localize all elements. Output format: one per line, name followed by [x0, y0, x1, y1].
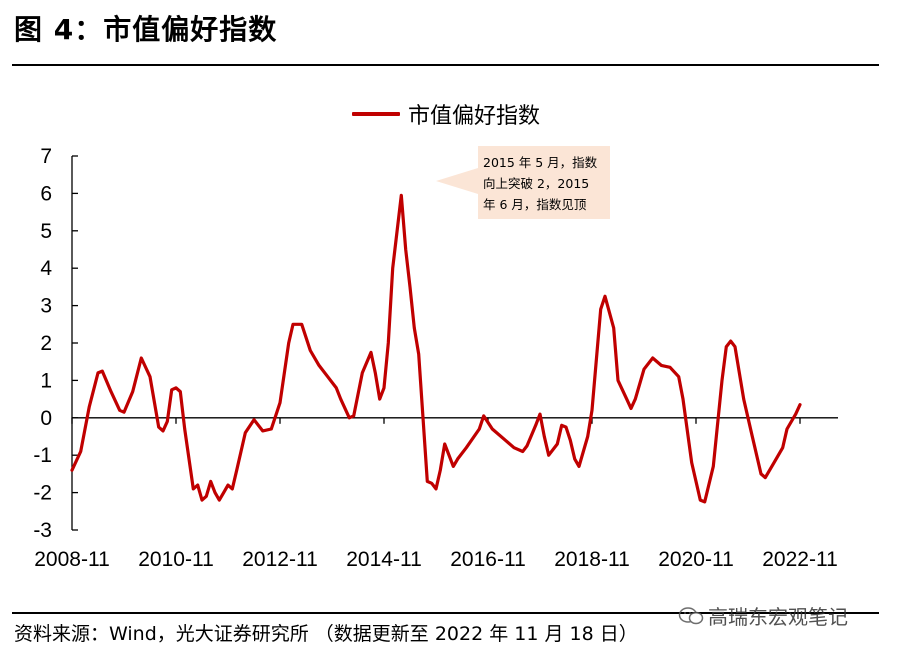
y-tick-label: 6	[40, 182, 52, 205]
x-tick-label: 2022-11	[762, 548, 838, 571]
y-tick-label: 4	[40, 257, 52, 280]
watermark-text: 高瑞东宏观笔记	[708, 605, 848, 629]
callout-pointer	[436, 168, 478, 194]
annotation-callout: 2015 年 5 月，指数向上突破 2，2015 年 6 月，指数见顶	[478, 146, 610, 219]
y-tick-label: 0	[40, 407, 52, 430]
x-tick-label: 2010-11	[138, 548, 214, 571]
x-tick-label: 2012-11	[242, 548, 318, 571]
wechat-icon	[678, 606, 704, 624]
x-tick-label: 2016-11	[450, 548, 526, 571]
bottom-rule	[12, 612, 879, 614]
y-tick-label: -3	[33, 519, 52, 542]
y-tick-label: 7	[40, 145, 52, 168]
x-tick-label: 2020-11	[658, 548, 734, 571]
legend-label: 市值偏好指数	[408, 104, 541, 129]
x-tick-label: 2018-11	[554, 548, 630, 571]
source-note: 资料来源：Wind，光大证券研究所 （数据更新至 2022 年 11 月 18 …	[14, 623, 638, 645]
legend-swatch	[352, 112, 400, 116]
x-tick-label: 2008-11	[34, 548, 110, 571]
series-area	[70, 193, 802, 504]
top-rule	[12, 64, 879, 66]
y-axis: 7 6 5 4 3 2 1 0 -1 -2 -3	[33, 145, 78, 542]
y-tick-label: 3	[40, 295, 52, 318]
y-tick-label: -2	[33, 482, 52, 505]
y-tick-label: -1	[33, 444, 52, 467]
line-chart: 7 6 5 4 3 2 1 0 -1 -2 -3 2008-11 2010-11 2012-11 2014…	[33, 145, 838, 571]
y-tick-label: 1	[40, 369, 52, 392]
x-tick-label: 2014-11	[346, 548, 422, 571]
watermark: 高瑞东宏观笔记	[678, 601, 848, 630]
y-tick-label: 2	[40, 332, 52, 355]
figure-title: 图 4：市值偏好指数	[14, 13, 278, 46]
chart-legend: 市值偏好指数	[352, 98, 540, 130]
y-tick-label: 5	[40, 220, 52, 243]
x-axis: 2008-11 2010-11 2012-11 2014-11 2016-11 2018-…	[34, 417, 838, 571]
series-line	[70, 193, 802, 504]
